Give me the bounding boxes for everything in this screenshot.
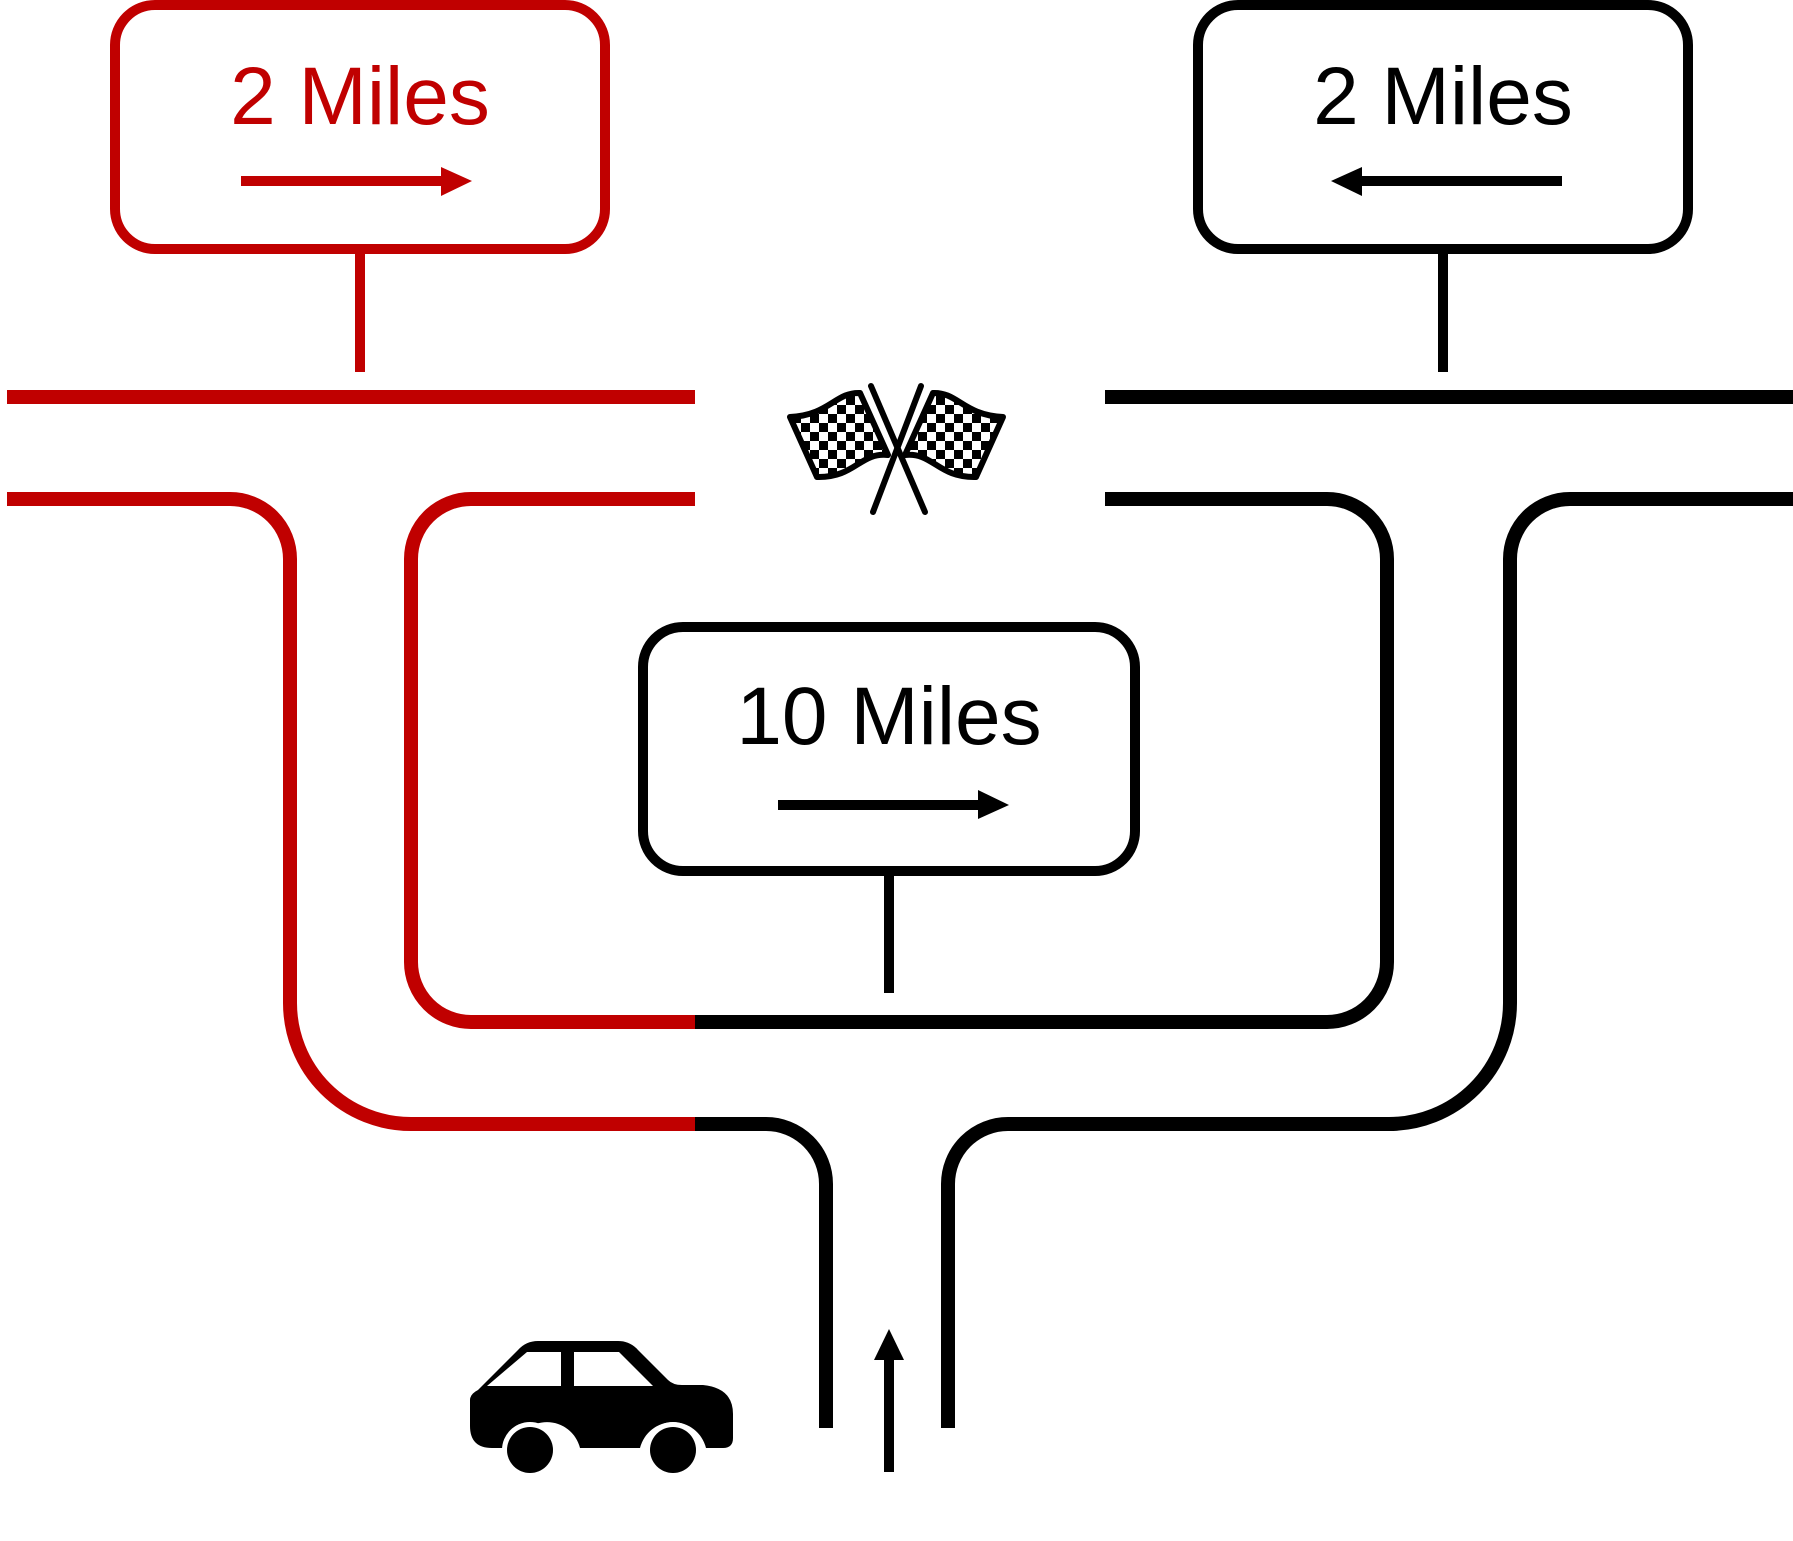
left-route-inner-edge [404,492,695,1029]
checkered-flags-icon [787,383,1006,515]
center-loop-edge [695,492,1394,1029]
up-arrow-icon [874,1329,904,1472]
right-arrow-icon [241,167,472,196]
approach-road-left-edge [695,1117,833,1428]
left-distance-sign: 2 Miles [110,0,610,372]
right-route-outer-edge [941,492,1793,1428]
right-sign-text: 2 Miles [1313,51,1573,142]
left-route-outer-edge [7,492,695,1131]
right-arrow-icon [778,790,1009,819]
left-arrow-icon [1331,167,1562,196]
left-sign-text: 2 Miles [230,51,490,142]
car-icon [470,1341,733,1478]
right-distance-sign: 2 Miles [1193,0,1693,372]
center-distance-sign: 10 Miles [638,622,1140,993]
center-sign-text: 10 Miles [736,671,1041,762]
